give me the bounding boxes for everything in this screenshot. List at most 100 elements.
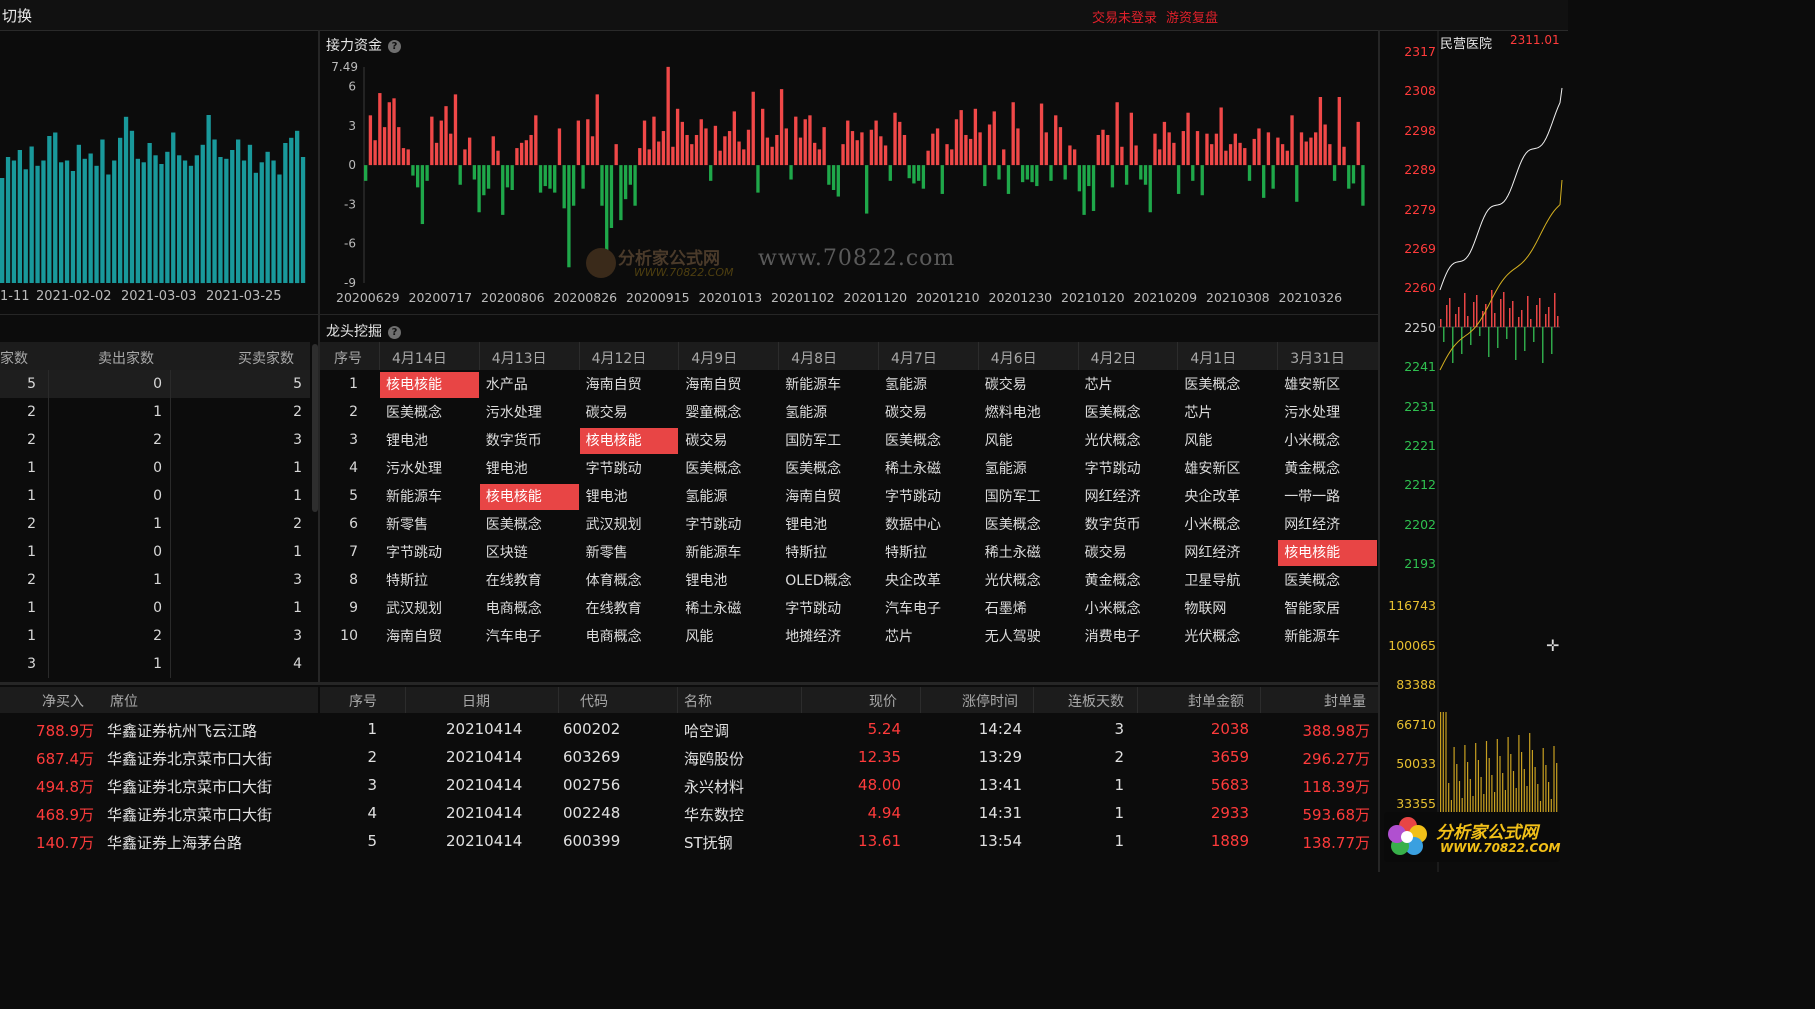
concept-cell[interactable]: 数字货币 [1084, 517, 1141, 533]
concept-cell[interactable]: 稀土永磁 [685, 601, 742, 617]
concept-cell[interactable]: 医美概念 [1284, 573, 1341, 589]
col-header-date[interactable]: 4月12日 [591, 351, 647, 367]
table-row[interactable]: 1 2 3 [0, 622, 310, 650]
concept-cell[interactable]: 医美概念 [885, 433, 941, 449]
col-header[interactable]: 代码 [580, 694, 608, 710]
col-header[interactable]: 现价 [869, 694, 897, 710]
concept-cell[interactable]: 物联网 [1184, 601, 1227, 617]
concept-cell[interactable]: 新零售 [585, 545, 628, 561]
col-header-date[interactable]: 4月2日 [1090, 351, 1137, 367]
concept-cell[interactable]: 武汉规划 [585, 517, 642, 533]
table-row[interactable]: 2 2 3 [0, 426, 310, 454]
col-header[interactable]: 连板天数 [1068, 694, 1124, 710]
concept-cell[interactable]: 锂电池 [785, 517, 828, 533]
col-header[interactable]: 封单量 [1324, 694, 1366, 710]
help-icon[interactable]: ? [388, 325, 401, 339]
concept-cell[interactable]: 海南自贸 [585, 377, 642, 393]
concept-cell[interactable]: 雄安新区 [1284, 377, 1341, 393]
concept-cell[interactable]: 无人驾驶 [984, 629, 1041, 645]
concept-cell[interactable]: 在线教育 [485, 573, 542, 589]
table-row[interactable]: 140.7万 华鑫证券上海茅台路 [0, 827, 318, 855]
hot-money-review-link[interactable]: 游资复盘 [1166, 11, 1219, 26]
concept-cell[interactable]: 核电核能 [479, 484, 579, 510]
concept-cell[interactable]: 污水处理 [485, 405, 542, 421]
concept-cell[interactable]: 汽车电子 [485, 629, 542, 645]
concept-cell[interactable]: 特斯拉 [885, 545, 927, 561]
concept-cell[interactable]: 锂电池 [386, 433, 428, 449]
col-header-date[interactable]: 4月14日 [392, 351, 447, 367]
table-row[interactable]: 4 20210414 002248 华东数控 4.94 14:31 1 2933 593.68万 [320, 799, 1378, 827]
concept-cell[interactable]: 字节跳动 [785, 601, 842, 617]
concept-cell[interactable]: 武汉规划 [386, 601, 442, 617]
concept-cell[interactable]: 稀土永磁 [885, 461, 941, 477]
concept-cell[interactable]: 医美概念 [1184, 377, 1241, 393]
stock-name[interactable]: 民营医院 [1440, 37, 1493, 52]
table-row[interactable]: 1 20210414 600202 哈空调 5.24 14:24 3 2038 388.98万 [320, 715, 1378, 743]
concept-cell[interactable]: 医美概念 [485, 517, 542, 533]
col-header-date[interactable]: 3月31日 [1290, 351, 1345, 367]
table-row[interactable]: 1 0 1 [0, 454, 310, 482]
concept-cell[interactable]: 燃料电池 [984, 405, 1041, 421]
concept-cell[interactable]: 新能源车 [1284, 629, 1341, 645]
col-header[interactable]: 封单金额 [1188, 694, 1244, 710]
concept-cell[interactable]: 雄安新区 [1184, 461, 1241, 477]
table-row[interactable]: 494.8万 华鑫证券北京菜市口大街 [0, 771, 318, 799]
col-header-seq[interactable]: 序号 [334, 351, 362, 367]
concept-cell[interactable]: 医美概念 [1084, 405, 1141, 421]
concept-cell[interactable]: 小米概念 [1084, 601, 1141, 617]
concept-cell[interactable]: 氢能源 [885, 377, 927, 393]
concept-cell[interactable]: 卫星导航 [1184, 573, 1241, 589]
concept-cell[interactable]: 智能家居 [1284, 601, 1341, 617]
concept-cell[interactable]: 锂电池 [485, 461, 528, 477]
table-row[interactable]: 1 0 1 [0, 482, 310, 510]
concept-cell[interactable]: 碳交易 [585, 405, 628, 421]
table-row[interactable]: 5 20210414 600399 ST抚钢 13.61 13:54 1 1889 138.77… [320, 827, 1378, 855]
concept-cell[interactable]: 氢能源 [785, 405, 828, 421]
concept-cell[interactable]: 一带一路 [1284, 489, 1341, 505]
table-row[interactable]: 2 1 3 [0, 566, 310, 594]
table-row[interactable]: 3 20210414 002756 永兴材料 48.00 13:41 1 5683 118.39… [320, 771, 1378, 799]
concept-cell[interactable]: 芯片 [1184, 405, 1213, 421]
concept-cell[interactable]: 医美概念 [685, 461, 742, 477]
concept-cell[interactable]: 海南自贸 [785, 489, 842, 505]
concept-cell[interactable]: 国防军工 [984, 489, 1041, 505]
concept-cell[interactable]: 黄金概念 [1084, 573, 1141, 589]
concept-cell[interactable]: 婴童概念 [685, 405, 742, 421]
concept-cell[interactable]: 新零售 [386, 517, 428, 533]
concept-cell[interactable]: 锂电池 [685, 573, 728, 589]
concept-cell[interactable]: 新能源车 [685, 545, 742, 561]
concept-cell[interactable]: 数据中心 [885, 517, 941, 533]
col-header-seat[interactable]: 席位 [110, 694, 138, 710]
concept-cell[interactable]: 石墨烯 [984, 601, 1027, 617]
concept-cell[interactable]: 数字货币 [485, 433, 542, 449]
concept-cell[interactable]: 氢能源 [984, 461, 1027, 477]
concept-cell[interactable]: 污水处理 [386, 461, 442, 477]
concept-cell[interactable]: 汽车电子 [885, 601, 941, 617]
concept-cell[interactable]: 新能源车 [785, 377, 842, 393]
help-icon[interactable]: ? [388, 39, 401, 53]
table-row[interactable]: 2 1 2 [0, 510, 310, 538]
concept-cell[interactable]: 网红经济 [1084, 489, 1141, 505]
concept-cell[interactable]: 央企改革 [1184, 489, 1241, 505]
concept-cell[interactable]: 网红经济 [1184, 545, 1241, 561]
col-header[interactable]: 日期 [462, 694, 490, 710]
col-header-total-count[interactable]: 买卖家数 [238, 351, 294, 367]
concept-cell[interactable]: 风能 [984, 433, 1013, 449]
concept-cell[interactable]: 医美概念 [785, 461, 842, 477]
concept-cell[interactable]: 水产品 [485, 377, 528, 393]
concept-cell[interactable]: 海南自贸 [386, 629, 442, 645]
col-header[interactable]: 涨停时间 [962, 694, 1018, 710]
mid-left-scrollbar[interactable] [312, 344, 318, 512]
trade-login-status[interactable]: 交易未登录 [1092, 11, 1158, 26]
concept-cell[interactable]: 医美概念 [984, 517, 1041, 533]
concept-cell[interactable]: 网红经济 [1284, 517, 1341, 533]
concept-cell[interactable]: 特斯拉 [386, 573, 428, 589]
concept-cell[interactable]: 碳交易 [984, 377, 1027, 393]
table-row[interactable]: 1 0 1 [0, 538, 310, 566]
concept-cell[interactable]: 光伏概念 [1184, 629, 1241, 645]
concept-cell[interactable]: 国防军工 [785, 433, 842, 449]
concept-cell[interactable]: 字节跳动 [1084, 461, 1141, 477]
concept-cell[interactable]: 小米概念 [1184, 517, 1241, 533]
table-row[interactable]: 3 1 4 [0, 650, 310, 678]
concept-cell[interactable]: 风能 [685, 629, 714, 645]
